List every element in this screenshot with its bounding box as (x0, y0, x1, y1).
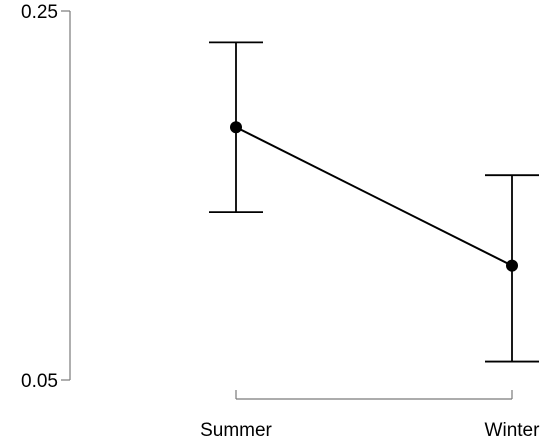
x-tick-label: Summer (200, 420, 272, 441)
y-tick-label: 0.25 (21, 2, 58, 23)
x-axis: Summer Winter (200, 390, 540, 441)
plot-area (209, 41, 539, 363)
y-axis: 0.05 0.25 (21, 2, 71, 392)
data-point (230, 121, 242, 134)
x-tick-label: Winter (485, 420, 541, 441)
data-point (506, 259, 518, 272)
series-line (235, 126, 513, 267)
y-tick-label: 0.05 (21, 371, 58, 392)
